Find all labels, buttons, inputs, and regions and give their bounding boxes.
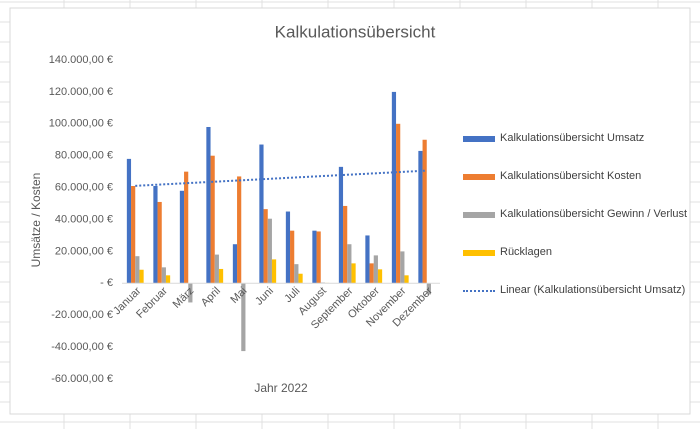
bar [241, 283, 246, 352]
bar [188, 283, 193, 303]
legend-label: Rücklagen [500, 246, 552, 258]
bar [165, 275, 171, 284]
y-tick-label: 40.000,00 € [55, 213, 113, 225]
bar [418, 150, 423, 284]
y-axis-title: Umsätze / Kosten [29, 173, 43, 268]
bar [267, 218, 272, 284]
chart-area [9, 7, 691, 415]
bar [153, 186, 158, 284]
bar [343, 205, 348, 284]
legend-label: Kalkulationsübersicht Gewinn / Verlust [500, 208, 688, 220]
trendline [135, 169, 427, 187]
bar [179, 190, 185, 284]
bar [131, 186, 136, 284]
y-tick-label: 140.000,00 € [49, 54, 113, 66]
y-tick-label: - € [100, 277, 113, 289]
y-tick-label: 20.000,00 € [55, 245, 113, 257]
bar [271, 259, 277, 284]
bar [135, 256, 140, 284]
bar [365, 235, 370, 284]
legend-item: Kalkulationsübersicht Gewinn / Verlust [463, 206, 688, 222]
y-tick-label: -20.000,00 € [51, 309, 113, 321]
bar [369, 263, 374, 284]
bar [396, 123, 401, 284]
bar [210, 155, 215, 284]
bar [157, 201, 162, 284]
legend-swatch [463, 290, 495, 292]
bar [298, 273, 303, 284]
bar [294, 264, 299, 284]
bar [232, 244, 238, 284]
legend-label: Kalkulationsübersicht Kosten [500, 170, 642, 182]
bar [316, 231, 321, 284]
bar [373, 255, 378, 284]
legend-swatch [463, 136, 495, 142]
legend-item: Kalkulationsübersicht Umsatz [463, 130, 688, 146]
legend-item: Rücklagen [463, 244, 688, 260]
bar [214, 254, 219, 284]
bar [377, 269, 383, 284]
bar [184, 171, 189, 284]
bar [259, 144, 264, 284]
bar [285, 211, 291, 284]
y-tick-label: 120.000,00 € [49, 86, 113, 98]
bar [290, 230, 295, 284]
y-tick-label: 100.000,00 € [49, 118, 113, 130]
y-tick-label: -40.000,00 € [51, 341, 113, 353]
legend-item: Kalkulationsübersicht Kosten [463, 168, 688, 184]
legend-label: Kalkulationsübersicht Umsatz [500, 132, 645, 144]
legend-swatch [463, 250, 495, 256]
y-tick-label: 80.000,00 € [55, 150, 113, 162]
x-axis-title: Jahr 2022 [254, 381, 308, 395]
bar [391, 91, 397, 284]
bar [426, 283, 431, 295]
bar [139, 269, 144, 284]
bar [126, 158, 132, 284]
y-tick-label: 60.000,00 € [55, 182, 113, 194]
legend-item: Linear (Kalkulationsübersicht Umsatz) [463, 282, 688, 298]
chart-title: Kalkulationsübersicht [275, 22, 436, 41]
bar [347, 244, 352, 284]
legend-swatch [463, 212, 495, 218]
y-tick-label: -60.000,00 € [51, 373, 113, 385]
bar [218, 268, 224, 284]
bar [161, 267, 166, 284]
bar [263, 209, 268, 284]
bar [312, 230, 317, 284]
bar [404, 275, 409, 284]
legend-label: Linear (Kalkulationsübersicht Umsatz) [500, 284, 686, 296]
bar [400, 251, 405, 284]
bar [422, 139, 427, 284]
bar [237, 176, 242, 284]
bar [206, 126, 211, 284]
legend-swatch [463, 174, 495, 180]
legend: Kalkulationsübersicht Umsatz Kalkulations… [463, 130, 688, 320]
bar [338, 166, 344, 284]
bar [351, 263, 356, 284]
